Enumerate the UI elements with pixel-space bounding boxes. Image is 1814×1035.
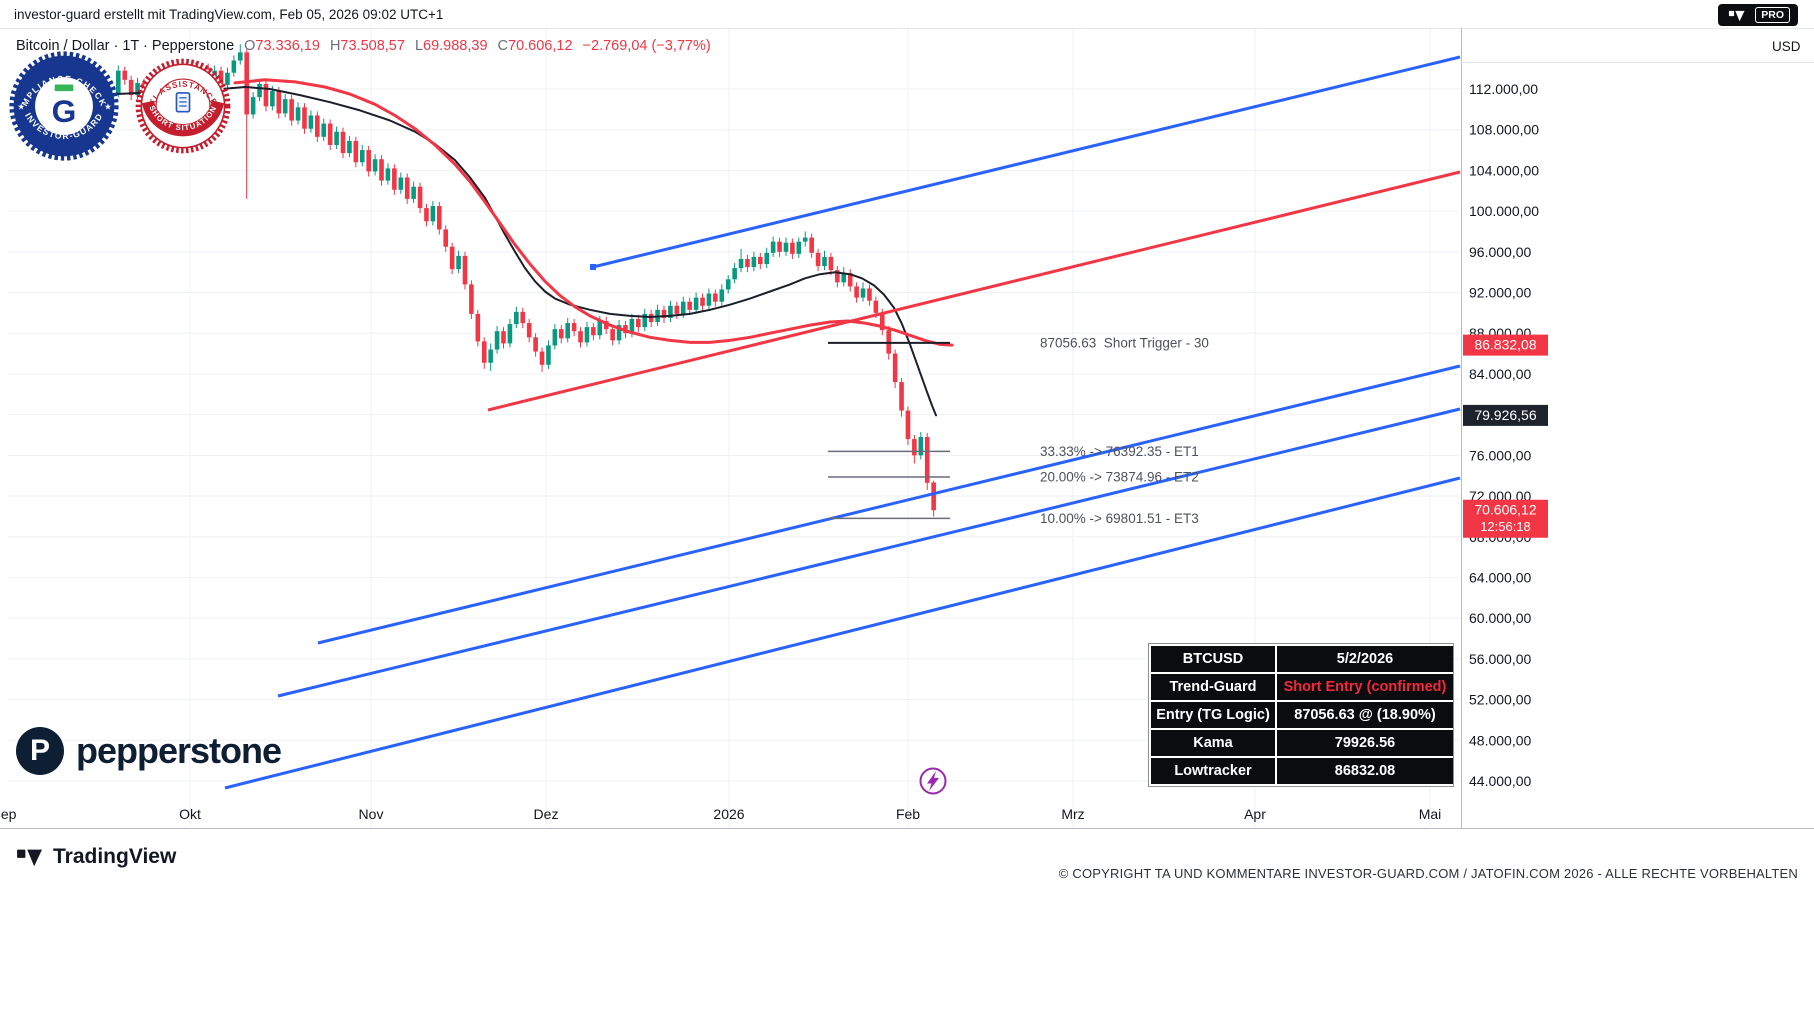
close-label: C: [497, 38, 509, 54]
svg-text:60.000,00: 60.000,00: [1469, 610, 1531, 626]
high-value: 73.508,57: [340, 38, 405, 54]
svg-text:100.000,00: 100.000,00: [1469, 203, 1539, 219]
seal-center: [35, 77, 93, 135]
symbol-title[interactable]: Bitcoin / Dollar · 1T · Pepperstone: [16, 38, 235, 54]
star-icon: ★: [104, 102, 112, 112]
currency-label[interactable]: USD: [1772, 39, 1801, 54]
indicator-kama-line[interactable]: [21, 86, 937, 417]
et3-level-label: 10.00% -> 69801.51 - ET3: [1040, 511, 1199, 526]
tradingview-wordmark: TradingView: [53, 845, 177, 868]
pepperstone-monogram: P: [29, 734, 50, 767]
svg-text:112.000,00: 112.000,00: [1469, 81, 1538, 97]
low-label: L: [414, 38, 424, 54]
copyright-text: © COPYRIGHT TA UND KOMMENTARE INVESTOR-G…: [1058, 866, 1798, 881]
star-icon: ★: [17, 102, 25, 112]
svg-text:Mrz: Mrz: [1061, 806, 1084, 822]
svg-text:Apr: Apr: [1244, 806, 1266, 822]
svg-text:96.000,00: 96.000,00: [1469, 244, 1531, 260]
svg-text:2026: 2026: [713, 806, 744, 822]
et2-level-label: 20.00% -> 73874.96 - ET2: [1040, 469, 1199, 484]
tradingview-footer-logo[interactable]: TradingView: [16, 845, 176, 869]
tradingview-logo-icon: [1729, 10, 1745, 21]
svg-text:52.000,00: 52.000,00: [1469, 692, 1531, 708]
close-value: 70.606,12: [508, 38, 573, 54]
ohlc-high: H73.508,57: [330, 38, 405, 54]
attribution-text: investor-guard erstellt mit TradingView.…: [14, 7, 444, 22]
symbol-info-row: Bitcoin / Dollar · 1T · Pepperstone O73.…: [16, 38, 711, 54]
table-cell-symbol: BTCUSD: [1151, 646, 1275, 672]
table-cell-kama-value: 79926.56: [1277, 730, 1453, 756]
table-cell-lowtracker-value: 86832.08: [1277, 758, 1453, 784]
pro-label: PRO: [1755, 7, 1790, 23]
high-label: H: [329, 38, 341, 54]
ohlc-close: C70.606,12: [498, 38, 573, 54]
tradingview-pro-badge[interactable]: PRO: [1718, 4, 1798, 26]
price-axis-label: 86.832,08: [1463, 334, 1548, 356]
support-trendline-red[interactable]: [487, 170, 1461, 412]
svg-text:48.000,00: 48.000,00: [1469, 732, 1531, 748]
tradingview-logo-icon: [17, 849, 42, 867]
svg-text:Dez: Dez: [534, 806, 559, 822]
trend-guard-table: BTCUSD 5/2/2026 Trend-Guard Short Entry …: [1148, 643, 1454, 787]
svg-text:70.606,12: 70.606,12: [1474, 502, 1536, 518]
et1-level-label: 33.33% -> 76392.35 - ET1: [1040, 444, 1199, 459]
price-axis-label: 79.926,56: [1463, 404, 1548, 426]
lightning-icon: [927, 771, 939, 791]
pepperstone-logo-icon: P: [16, 727, 64, 775]
trendline-anchor[interactable]: [590, 264, 596, 270]
indicator-lowtracker-line[interactable]: [233, 78, 954, 347]
svg-text:84.000,00: 84.000,00: [1469, 366, 1531, 382]
pepperstone-watermark: P pepperstone: [16, 727, 282, 775]
svg-text:Mai: Mai: [1419, 806, 1442, 822]
ki-assistance-badge: KI-ASSISTANCE SHORT SITUATION: [135, 58, 231, 154]
open-value: 73.336,19: [255, 38, 320, 54]
svg-text:104.000,00: 104.000,00: [1469, 162, 1539, 178]
svg-text:Feb: Feb: [896, 806, 920, 822]
time-axis[interactable]: Sep Okt Nov Dez 2026 Feb Mrz Apr Mai: [0, 806, 1441, 822]
channel-line-lower[interactable]: [224, 476, 1461, 790]
table-cell-trendguard-label: Trend-Guard: [1151, 674, 1275, 700]
change-text: −2.769,04 (−3,77%): [582, 38, 711, 54]
channel-line-mid-lower[interactable]: [277, 407, 1461, 698]
low-value: 69.988,39: [423, 38, 488, 54]
table-cell-date: 5/2/2026: [1277, 646, 1453, 672]
compliance-badge: COMPLIANCE CHECKED INVESTOR-GUARD ★ ★ G: [8, 50, 119, 161]
svg-text:92.000,00: 92.000,00: [1469, 285, 1531, 301]
table-cell-lowtracker-label: Lowtracker: [1151, 758, 1275, 784]
svg-text:108.000,00: 108.000,00: [1469, 122, 1539, 138]
ohlc-low: L69.988,39: [415, 38, 488, 54]
channel-line-mid-upper[interactable]: [317, 364, 1461, 645]
ohlc-open: O73.336,19: [244, 38, 320, 54]
svg-text:79.926,56: 79.926,56: [1474, 407, 1536, 423]
investor-guard-monogram: G: [52, 93, 77, 129]
open-label: O: [244, 38, 256, 54]
svg-text:44.000,00: 44.000,00: [1469, 773, 1531, 789]
axis-frame: [0, 28, 1814, 829]
svg-text:12:56:18: 12:56:18: [1480, 519, 1531, 534]
svg-text:Okt: Okt: [179, 806, 201, 822]
short-trigger-level-label: 87056.63 Short Trigger - 30: [1040, 335, 1209, 350]
table-cell-trendguard-value: Short Entry (confirmed): [1277, 674, 1453, 700]
logo-green-bar: [54, 84, 74, 92]
channel-line-upper[interactable]: [592, 55, 1461, 269]
pepperstone-wordmark: pepperstone: [76, 730, 282, 771]
price-axis[interactable]: 112.000,00 108.000,00 104.000,00 100.000,00…: [1469, 81, 1539, 789]
svg-text:Nov: Nov: [359, 806, 384, 822]
lightning-event-marker[interactable]: [919, 767, 947, 795]
svg-text:Sep: Sep: [0, 806, 17, 822]
seal-bottom-ribbon: [141, 100, 225, 137]
svg-text:64.000,00: 64.000,00: [1469, 569, 1531, 585]
table-cell-entry-value: 87056.63 @ (18.90%): [1277, 702, 1453, 728]
svg-text:86.832,08: 86.832,08: [1474, 337, 1536, 353]
svg-text:76.000,00: 76.000,00: [1469, 447, 1531, 463]
table-cell-entry-label: Entry (TG Logic): [1151, 702, 1275, 728]
table-cell-kama-label: Kama: [1151, 730, 1275, 756]
grid-lines: [8, 29, 1460, 827]
svg-text:56.000,00: 56.000,00: [1469, 651, 1531, 667]
